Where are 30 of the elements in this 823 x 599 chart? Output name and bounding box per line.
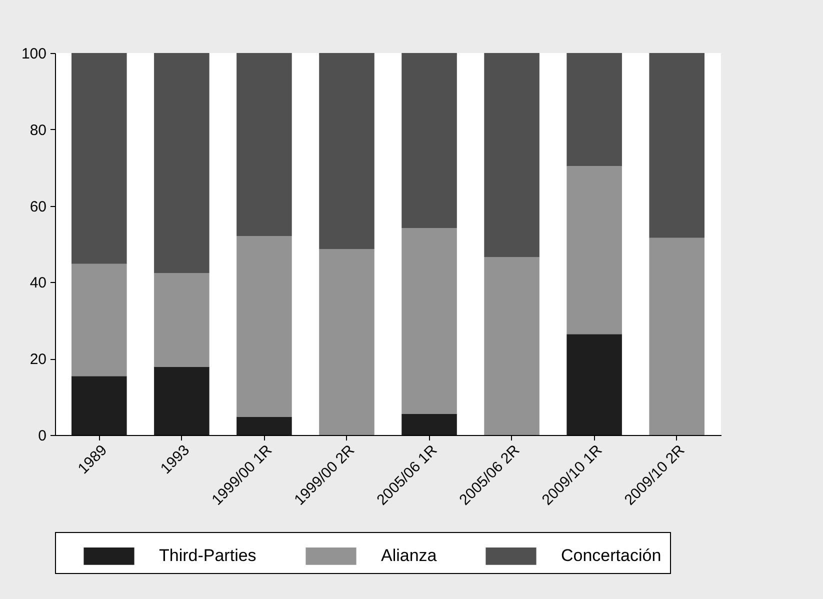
bar <box>649 53 704 238</box>
bar <box>154 273 210 368</box>
bar <box>236 417 292 435</box>
bar <box>236 53 292 236</box>
bar <box>236 236 292 418</box>
bar <box>72 376 127 435</box>
y-tick-label: 60 <box>30 198 46 216</box>
bar <box>319 248 374 435</box>
legend-label: Alianza <box>381 546 438 566</box>
bar <box>72 53 127 264</box>
bar <box>72 264 127 376</box>
bar <box>566 334 622 435</box>
y-tick-label: 40 <box>30 274 46 292</box>
bar <box>566 166 622 334</box>
legend-label: Concertación <box>561 546 662 566</box>
y-tick-label: 0 <box>38 428 46 444</box>
legend-label: Third-Parties <box>159 546 256 566</box>
y-tick-label: 100 <box>21 46 46 62</box>
bar <box>649 238 704 435</box>
bar <box>484 53 540 257</box>
bar <box>319 53 374 249</box>
y-tick-label: 80 <box>30 122 46 139</box>
bar <box>402 414 457 435</box>
bar <box>402 228 457 414</box>
bar <box>154 53 210 274</box>
bar <box>566 53 622 166</box>
bar <box>402 53 457 228</box>
y-tick-label: 20 <box>30 351 46 368</box>
bar <box>484 256 540 435</box>
bar <box>154 367 210 435</box>
